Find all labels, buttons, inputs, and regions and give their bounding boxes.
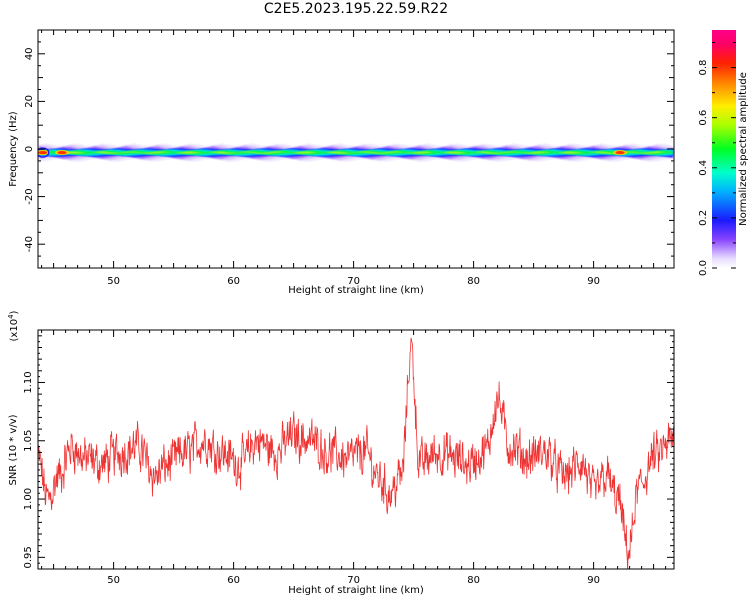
spectrogram-x-tick-label: 50 [107,276,120,287]
colorbar-tick-label: 0.6 [698,110,709,126]
spectrogram-x-tick-label: 80 [467,276,480,287]
snr-y-tick-label: 1.10 [23,371,34,393]
colorbar-label: Normalized spectral amplitude [738,72,749,226]
snr-x-tick-label: 60 [227,575,240,586]
spectrogram-hot-spot-core [38,150,48,155]
colorbar: 0.0 0.2 0.4 0.6 0.8 Normalized spectral ampl… [698,30,749,276]
spectrogram-y-tick-label: 0 [24,146,35,152]
colorbar-tick-label: 0.0 [698,260,709,276]
snr-y-tick-label: 1.00 [23,488,34,510]
snr-x-tick-label: 90 [587,575,600,586]
spectrogram-x-tick-label: 60 [227,276,240,287]
snr-ticks: 50 60 70 80 90 0.95 1.00 1.05 1.10 [23,330,674,586]
spectrogram-band [38,143,673,162]
snr-plot-area [37,329,675,570]
colorbar-ticks: 0.0 0.2 0.4 0.6 0.8 [698,42,736,276]
spectrogram-y-tick-label: -40 [24,236,35,252]
snr-x-tick-label: 80 [467,575,480,586]
spectrogram-band-layer [39,151,673,154]
snr-y-tick-label: 1.05 [23,430,34,452]
spectrogram-y-tick-label: -20 [24,188,35,204]
spectrogram-y-tick-label: 40 [24,47,35,60]
snr-x-axis-label: Height of straight line (km) [288,585,424,596]
snr-x-tick-label: 70 [347,575,360,586]
spectrogram-x-axis-label: Height of straight line (km) [288,285,424,296]
spectrogram-edge-blob [38,147,50,158]
snr-multiplier-base: (x10 [9,319,20,342]
colorbar-tick-label: 0.8 [698,60,709,76]
spectrogram-hot-spot-core [57,150,67,155]
snr-x-tick-label: 50 [107,575,120,586]
snr-y-axis-label: SNR (10 * v/v) [8,414,19,485]
spectrogram-panel: 50 60 70 80 90 -40 -20 0 20 40 Height of straight… [8,29,675,296]
spectrogram-x-tick-label: 90 [587,276,600,287]
spectrogram-x-tick-label: 70 [347,276,360,287]
snr-panel: 50 60 70 80 90 0.95 1.00 1.05 1.10 Height of str… [7,310,675,596]
spectrogram-y-tick-label: 20 [24,95,35,108]
snr-y-tick-label: 0.95 [23,546,34,568]
snr-multiplier-label: (x104) [7,310,20,341]
spectrogram-ticks: 50 60 70 80 90 -40 -20 0 20 40 [24,29,674,287]
spectrogram-y-axis-label: Frequency (Hz) [8,111,19,187]
colorbar-gradient [712,30,736,268]
colorbar-tick-label: 0.2 [698,210,709,226]
snr-series-line [38,337,674,569]
colorbar-tick-label: 0.4 [698,160,709,176]
snr-multiplier-exponent: 4 [7,314,15,319]
spectrogram-hot-spot-core [615,150,625,155]
page-title: C2E5.2023.195.22.59.R22 [263,1,449,17]
